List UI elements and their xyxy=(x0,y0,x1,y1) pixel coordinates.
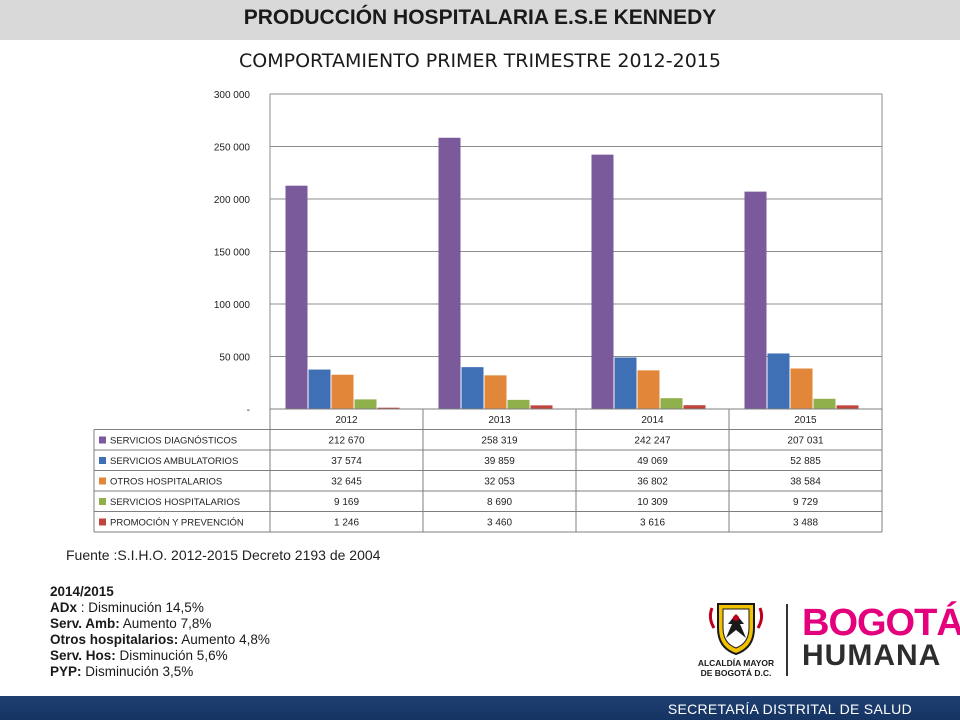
note-label: PYP: xyxy=(50,664,82,679)
bar xyxy=(767,353,790,409)
note-label: Serv. Amb: xyxy=(50,616,120,631)
bar xyxy=(813,398,836,409)
note-text: : Disminución 14,5% xyxy=(77,600,204,615)
data-label: 9 729 xyxy=(793,497,818,508)
category-label: 2014 xyxy=(641,415,664,426)
data-label: 38 584 xyxy=(790,477,821,488)
brand-bogota: BOGOTÁ xyxy=(802,602,960,644)
note-line: Serv. Amb: Aumento 7,8% xyxy=(50,616,270,632)
category-label: 2012 xyxy=(335,415,358,426)
y-tick-label: - xyxy=(247,405,250,416)
alcaldia-line-1: ALCALDÍA MAYOR xyxy=(697,658,775,668)
bar xyxy=(614,357,637,409)
legend-swatch xyxy=(99,436,106,444)
category-label: 2015 xyxy=(794,415,817,426)
bar-chart: - 50 000 100 000 150 000 200 000 250 000 300 0… xyxy=(93,90,883,533)
note-label: Otros hospitalarios: xyxy=(50,632,179,647)
data-label: 207 031 xyxy=(787,436,824,447)
alcaldia-line-2: DE BOGOTÁ D.C. xyxy=(700,668,772,678)
header-bar xyxy=(0,0,960,40)
logo-divider xyxy=(786,604,788,676)
legend-swatch xyxy=(99,518,106,526)
note-text: Disminución 5,6% xyxy=(115,648,228,663)
bar xyxy=(683,405,706,409)
legend-swatch xyxy=(99,477,106,485)
data-label: 49 069 xyxy=(637,456,668,467)
bar xyxy=(530,405,553,409)
bar xyxy=(790,368,813,409)
y-tick-label: 300 000 xyxy=(214,90,251,101)
bar xyxy=(591,154,614,409)
data-label: 1 246 xyxy=(334,518,359,529)
y-tick-label: 100 000 xyxy=(214,300,251,311)
note-label: Serv. Hos: xyxy=(50,648,116,663)
page-title: PRODUCCIÓN HOSPITALARIA E.S.E KENNEDY xyxy=(243,6,717,29)
data-label: 3 616 xyxy=(640,518,665,529)
legend-label: SERVICIOS HOSPITALARIOS xyxy=(110,497,240,508)
data-label: 242 247 xyxy=(634,436,671,447)
note-text: Aumento 4,8% xyxy=(178,632,270,647)
bar xyxy=(438,137,461,409)
legend-label: SERVICIOS AMBULATORIOS xyxy=(110,456,238,467)
data-label: 32 053 xyxy=(484,477,515,488)
bar xyxy=(331,374,354,409)
note-text: Aumento 7,8% xyxy=(119,616,212,631)
chart-title: COMPORTAMIENTO PRIMER TRIMESTRE 2012-201… xyxy=(239,50,721,72)
footer-bar xyxy=(0,696,960,720)
logo-block: ALCALDÍA MAYOR DE BOGOTÁ D.C. BOGOTÁ HUM… xyxy=(690,598,960,688)
bar xyxy=(354,399,377,409)
data-label: 9 169 xyxy=(334,497,359,508)
data-label: 36 802 xyxy=(637,477,668,488)
legend-swatch xyxy=(99,457,106,464)
bar xyxy=(484,375,507,409)
y-tick-label: 200 000 xyxy=(214,195,251,206)
notes-heading: 2014/2015 xyxy=(50,584,114,599)
alcaldia-text: ALCALDÍA MAYOR DE BOGOTÁ D.C. xyxy=(690,658,782,678)
bar xyxy=(660,398,683,409)
data-label: 10 309 xyxy=(637,497,668,508)
note-line: Otros hospitalarios: Aumento 4,8% xyxy=(50,632,270,648)
note-text: Disminución 3,5% xyxy=(81,664,194,679)
note-line: PYP: Disminución 3,5% xyxy=(50,664,270,680)
footer-text: SECRETARÍA DISTRITAL DE SALUD xyxy=(667,701,912,717)
data-label: 3 488 xyxy=(793,518,818,529)
data-label: 37 574 xyxy=(331,456,362,467)
data-label: 258 319 xyxy=(481,436,518,447)
bar xyxy=(507,399,530,409)
note-line: ADx : Disminución 14,5% xyxy=(50,600,270,616)
legend-label: PROMOCIÓN Y PREVENCIÓN xyxy=(110,518,244,529)
legend-label: SERVICIOS DIAGNÓSTICOS xyxy=(110,436,237,447)
source-note: Fuente :S.I.H.O. 2012-2015 Decreto 2193 … xyxy=(66,547,381,563)
data-label: 8 690 xyxy=(487,497,512,508)
data-label: 212 670 xyxy=(328,436,365,447)
notes-block: 2014/2015 ADx : Disminución 14,5% Serv. … xyxy=(50,584,270,680)
y-tick-label: 250 000 xyxy=(214,143,251,154)
bar xyxy=(377,407,400,409)
bar xyxy=(744,191,767,409)
legend-swatch xyxy=(99,498,106,505)
data-label: 52 885 xyxy=(790,456,821,467)
y-tick-label: 150 000 xyxy=(214,248,251,259)
note-label: ADx xyxy=(50,600,78,615)
bar xyxy=(836,405,859,409)
bar xyxy=(637,370,660,409)
legend-label: OTROS HOSPITALARIOS xyxy=(110,477,222,488)
data-label: 3 460 xyxy=(487,518,512,529)
category-label: 2013 xyxy=(488,415,511,426)
data-label: 32 645 xyxy=(331,477,362,488)
y-tick-label: 50 000 xyxy=(219,353,250,364)
bar xyxy=(461,367,484,409)
bar xyxy=(285,185,308,409)
note-line: Serv. Hos: Disminución 5,6% xyxy=(50,648,270,664)
data-label: 39 859 xyxy=(484,456,515,467)
brand-humana: HUMANA xyxy=(802,639,942,672)
coat-of-arms-icon xyxy=(708,603,764,656)
bar xyxy=(308,369,331,409)
